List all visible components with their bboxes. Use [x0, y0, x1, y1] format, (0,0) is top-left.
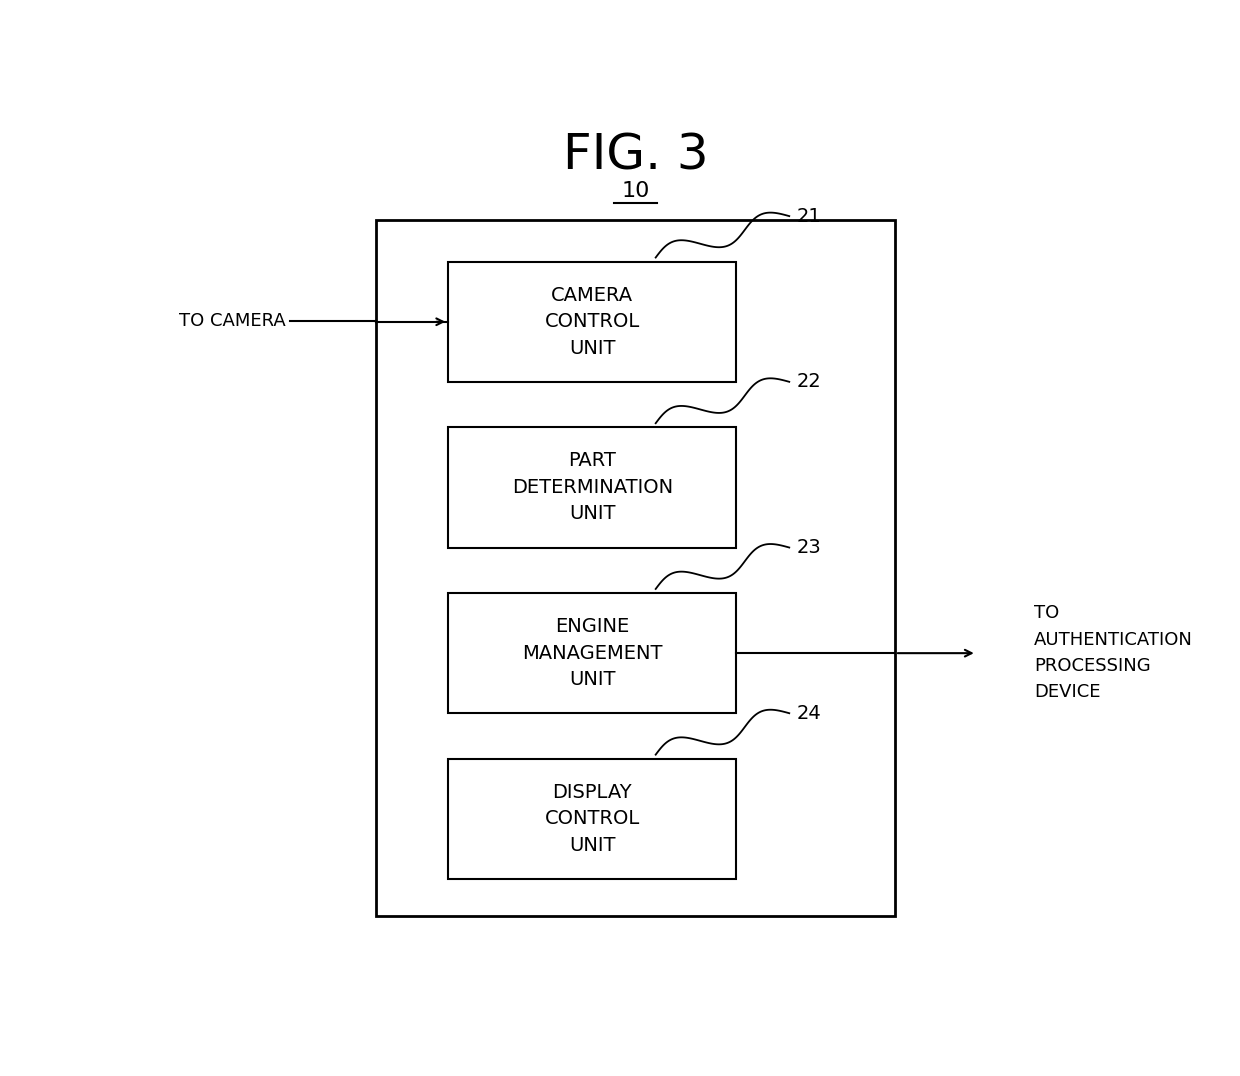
Text: CAMERA
CONTROL
UNIT: CAMERA CONTROL UNIT — [544, 286, 640, 357]
Text: 21: 21 — [797, 207, 822, 226]
Bar — [376, 221, 895, 917]
Text: FIG. 3: FIG. 3 — [563, 131, 708, 180]
Text: ENGINE
MANAGEMENT
UNIT: ENGINE MANAGEMENT UNIT — [522, 618, 662, 689]
Bar — [448, 427, 737, 548]
Bar — [448, 593, 737, 713]
Text: 24: 24 — [797, 704, 822, 723]
Text: DISPLAY
CONTROL
UNIT: DISPLAY CONTROL UNIT — [544, 783, 640, 854]
Bar — [448, 759, 737, 879]
Text: TO CAMERA: TO CAMERA — [179, 312, 285, 330]
Text: 10: 10 — [621, 181, 650, 201]
Bar — [448, 261, 737, 382]
Text: 22: 22 — [797, 372, 822, 392]
Text: TO
AUTHENTICATION
PROCESSING
DEVICE: TO AUTHENTICATION PROCESSING DEVICE — [1034, 604, 1193, 702]
Text: PART
DETERMINATION
UNIT: PART DETERMINATION UNIT — [512, 452, 673, 523]
Text: 23: 23 — [797, 538, 822, 557]
